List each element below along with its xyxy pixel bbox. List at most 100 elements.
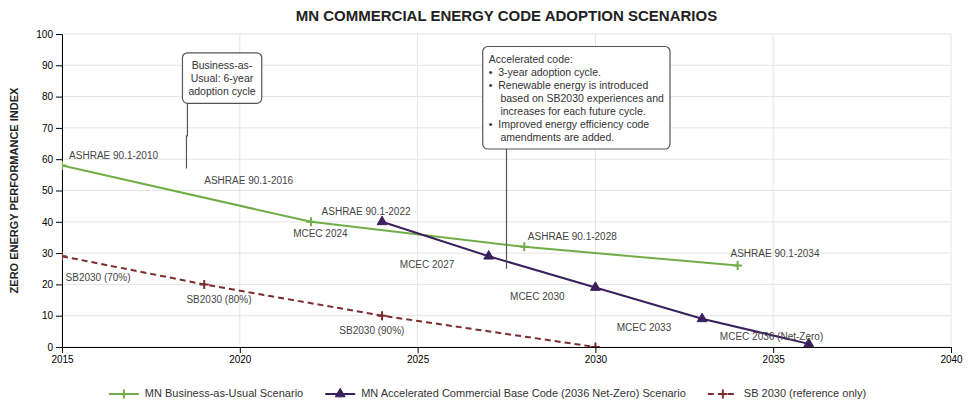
- point-label: MCEC 2036 (Net-Zero): [720, 331, 823, 342]
- x-tick-mark: [773, 347, 774, 353]
- series-marker: [697, 313, 707, 322]
- callout-line: • Renewable energy is introduced: [489, 79, 649, 91]
- callout-line: amendments are added.: [489, 131, 614, 143]
- y-tick-label: 0: [47, 342, 53, 353]
- series: [62, 252, 600, 347]
- y-tick-label: 40: [42, 217, 54, 228]
- y-axis-line: [56, 35, 63, 348]
- legend-label: MN Business-as-Usual Scenario: [145, 387, 303, 399]
- legend-marker: [119, 390, 128, 399]
- y-tick-label: 90: [42, 60, 54, 71]
- callout-line: adoption cycle: [188, 85, 255, 97]
- x-tick: 2020: [229, 347, 252, 365]
- grid-line-y: [62, 34, 951, 35]
- x-tick-label: 2020: [229, 354, 252, 365]
- callout-box: [182, 53, 261, 104]
- y-tick: 20: [42, 279, 62, 290]
- y-tick-mark: [56, 159, 62, 160]
- callout-connector: [186, 103, 188, 168]
- grid-line-y: [62, 284, 951, 285]
- legend-label: MN Accelerated Commercial Base Code (203…: [361, 387, 686, 399]
- point-label: ASHRAE 90.1-2028: [528, 231, 617, 242]
- x-tick: 2040: [940, 347, 963, 365]
- point-label: MCEC 2033: [617, 322, 672, 333]
- callout-line: Accelerated code:: [489, 53, 573, 65]
- x-axis-line: [63, 348, 952, 354]
- series-marker: [484, 251, 494, 260]
- plot-area: [62, 161, 814, 347]
- legend-marker: [718, 390, 727, 399]
- y-tick: 10: [42, 310, 62, 321]
- series-marker: [62, 161, 67, 170]
- x-tick: 2035: [763, 347, 786, 365]
- series-marker: [733, 261, 742, 270]
- callout-line: • 3-year adoption cycle.: [489, 66, 601, 78]
- y-axis: 0102030405060708090100: [36, 29, 62, 353]
- legend-item: MN Business-as-Usual Scenario: [109, 387, 303, 399]
- chart: 2015202020252030203520400102030405060708…: [0, 0, 975, 409]
- y-tick-mark: [56, 34, 62, 35]
- legend-label: SB 2030 (reference only): [744, 387, 866, 399]
- y-tick: 40: [42, 217, 62, 228]
- y-tick-mark: [56, 284, 62, 285]
- y-tick: 90: [42, 60, 62, 71]
- grid-line-x: [951, 34, 952, 347]
- x-tick-label: 2025: [407, 354, 430, 365]
- series: [377, 216, 814, 347]
- series-marker: [306, 217, 315, 226]
- y-tick-mark: [56, 65, 62, 66]
- x-tick-mark: [418, 347, 419, 353]
- point-label: MCEC 2024: [293, 228, 348, 239]
- series-marker: [377, 216, 387, 225]
- point-label: SB2030 (90%): [339, 325, 404, 336]
- callout-box: [483, 47, 670, 150]
- x-tick: 2015: [51, 347, 74, 365]
- point-label: MCEC 2027: [400, 259, 455, 270]
- y-tick-mark: [56, 347, 62, 348]
- legend: MN Business-as-Usual Scenario MN Accelera…: [109, 387, 866, 399]
- point-label: SB2030 (80%): [186, 294, 251, 305]
- annotations: ASHRAE 90.1-2010 ASHRAE 90.1-2016 ASHRAE 9…: [66, 47, 824, 343]
- grid: [62, 34, 951, 347]
- point-label: ASHRAE 90.1-2010: [69, 150, 158, 161]
- point-label: SB2030 (70%): [66, 272, 131, 283]
- y-tick-mark: [56, 253, 62, 254]
- x-tick-mark: [951, 347, 952, 353]
- callout-text: Accelerated code:• 3-year adoption cycle…: [489, 53, 664, 143]
- y-tick: 30: [42, 248, 62, 259]
- callout-line: Business-as-: [192, 59, 253, 71]
- y-tick-mark: [56, 128, 62, 129]
- legend-item: SB 2030 (reference only): [708, 387, 866, 399]
- title: MN COMMERCIAL ENERGY CODE ADOPTION SCENA…: [296, 7, 717, 24]
- callout-connector: [506, 149, 507, 269]
- y-tick-mark: [56, 222, 62, 223]
- y-axis-title: ZERO ENERGY PERFORMANCE INDEX: [8, 87, 20, 293]
- series-marker: [200, 280, 209, 289]
- series-line: [62, 165, 738, 265]
- y-tick: 100: [36, 29, 62, 40]
- y-tick: 50: [42, 185, 62, 196]
- x-axis: 2015 2020 2025 2030 2035 2040: [51, 347, 963, 365]
- x-tick-mark: [595, 347, 596, 353]
- x-tick: 2025: [407, 347, 430, 365]
- series-marker: [520, 242, 529, 251]
- point-label: MCEC 2030: [510, 291, 565, 302]
- series-marker: [590, 282, 600, 291]
- y-tick-mark: [56, 316, 62, 317]
- y-tick-label: 80: [42, 91, 54, 102]
- grid-line-y: [62, 315, 951, 316]
- y-tick-label: 70: [42, 123, 54, 134]
- callout-text: Business-as-Usual: 6-yearadoption cycle: [188, 59, 255, 97]
- y-tick-mark: [56, 97, 62, 98]
- legend-marker: [335, 388, 345, 397]
- x-tick-label: 2015: [51, 354, 74, 365]
- x-tick: 2030: [585, 347, 608, 365]
- x-tick-label: 2035: [763, 354, 786, 365]
- series-marker: [591, 343, 600, 348]
- point-label: ASHRAE 90.1-2022: [322, 206, 411, 217]
- point-label: ASHRAE 90.1-2016: [204, 175, 293, 186]
- y-tick-label: 100: [36, 29, 53, 40]
- callout: Business-as-Usual: 6-yearadoption cycle: [182, 53, 261, 169]
- series: [62, 161, 742, 270]
- y-tick: 0: [47, 342, 62, 353]
